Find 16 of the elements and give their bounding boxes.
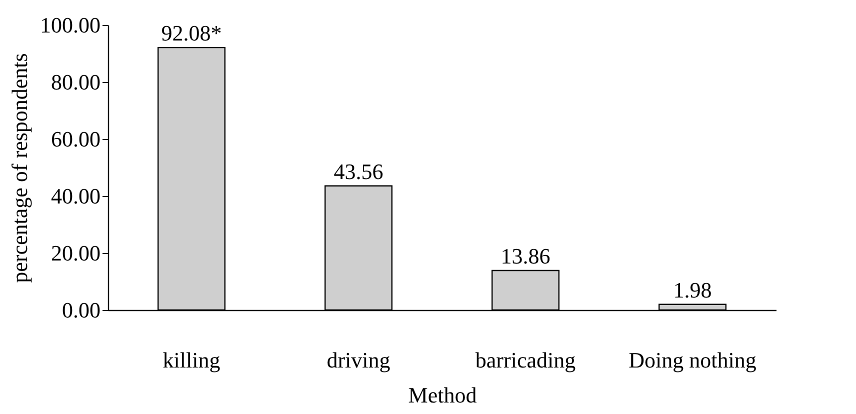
x-tick-label: barricading (475, 348, 576, 372)
data-label: 13.86 (500, 244, 550, 268)
x-axis-title: Method (408, 382, 477, 408)
data-label: 1.98 (673, 277, 712, 302)
y-axis-title: percentage of respondents (7, 53, 32, 283)
y-tick-label: 0.00 (62, 298, 100, 322)
y-tick-label: 60.00 (51, 126, 100, 152)
x-tick-label: Doing nothing (628, 348, 756, 372)
y-tick-label: 20.00 (51, 240, 100, 266)
y-tick-label: 80.00 (51, 70, 100, 94)
data-label: 92.08* (161, 20, 222, 46)
y-tick-label: 100.00 (40, 12, 100, 38)
data-label: 43.56 (334, 158, 384, 184)
x-tick-label: killing (162, 348, 220, 372)
x-tick-label: driving (326, 348, 390, 372)
y-tick-label: 40.00 (51, 184, 100, 208)
